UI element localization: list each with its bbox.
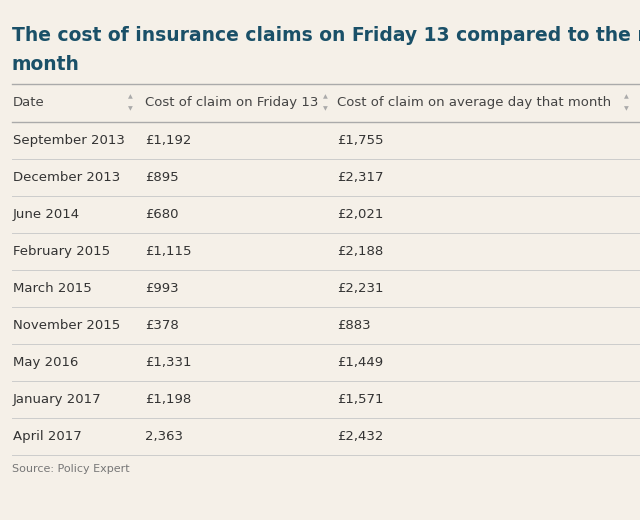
Text: ▲: ▲: [128, 94, 132, 99]
Text: £1,198: £1,198: [145, 393, 191, 406]
Text: ▲: ▲: [624, 94, 628, 99]
Text: The cost of insurance claims on Friday 13 compared to the rest of the: The cost of insurance claims on Friday 1…: [12, 26, 640, 45]
Text: 2,363: 2,363: [145, 430, 183, 443]
Text: £1,571: £1,571: [337, 393, 384, 406]
Text: £1,449: £1,449: [337, 356, 383, 369]
Text: £883: £883: [337, 319, 371, 332]
Text: £378: £378: [145, 319, 179, 332]
Text: January 2017: January 2017: [13, 393, 101, 406]
Text: month: month: [12, 55, 79, 74]
Text: Cost of claim on average day that month: Cost of claim on average day that month: [337, 97, 611, 110]
Text: £2,432: £2,432: [337, 430, 383, 443]
Text: £2,021: £2,021: [337, 207, 383, 220]
Text: Cost of claim on Friday 13: Cost of claim on Friday 13: [145, 97, 319, 110]
Text: February 2015: February 2015: [13, 245, 110, 258]
Text: May 2016: May 2016: [13, 356, 78, 369]
Text: November 2015: November 2015: [13, 319, 120, 332]
Text: ▼: ▼: [323, 107, 328, 112]
Text: ▼: ▼: [624, 107, 628, 112]
Text: £1,192: £1,192: [145, 134, 191, 147]
Text: Date: Date: [13, 97, 45, 110]
Text: September 2013: September 2013: [13, 134, 125, 147]
Text: £1,755: £1,755: [337, 134, 384, 147]
Text: December 2013: December 2013: [13, 171, 120, 184]
Text: Source: Policy Expert: Source: Policy Expert: [12, 464, 129, 474]
Text: £1,115: £1,115: [145, 245, 192, 258]
Text: £2,188: £2,188: [337, 245, 383, 258]
Text: ▼: ▼: [128, 107, 132, 112]
Text: £993: £993: [145, 282, 179, 295]
Text: April 2017: April 2017: [13, 430, 81, 443]
Text: £680: £680: [145, 207, 179, 220]
Text: £2,317: £2,317: [337, 171, 384, 184]
Text: £895: £895: [145, 171, 179, 184]
Text: £2,231: £2,231: [337, 282, 384, 295]
Text: ▲: ▲: [323, 94, 328, 99]
Text: March 2015: March 2015: [13, 282, 92, 295]
Text: £1,331: £1,331: [145, 356, 192, 369]
Text: June 2014: June 2014: [13, 207, 80, 220]
